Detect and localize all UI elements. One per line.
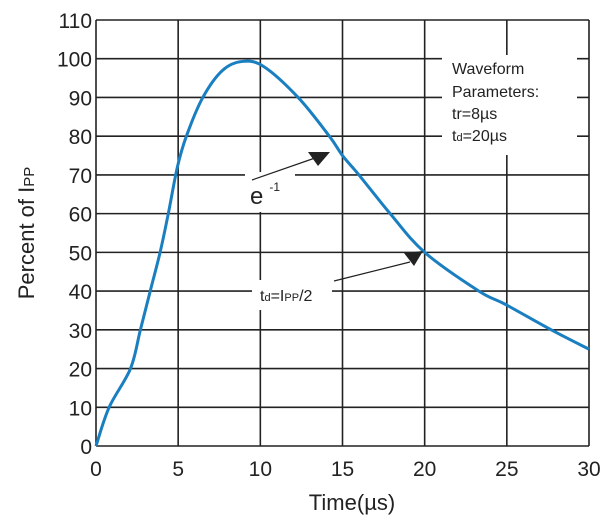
x-tick-label: 0: [90, 458, 102, 481]
y-tick-label: 0: [80, 436, 92, 459]
y-tick-label: 40: [69, 281, 92, 304]
y-tick-label: 60: [69, 204, 92, 227]
td-arrow-head: [404, 251, 423, 266]
params-line3: tr=8µs: [452, 106, 497, 123]
series-line: [94, 59, 590, 447]
params-line1: Waveform: [452, 61, 524, 78]
y-tick-label: 20: [69, 359, 92, 382]
y-tick-label: 30: [69, 320, 92, 343]
params-line4: td=20µs: [452, 128, 507, 145]
td-arrow-line: [333, 261, 411, 282]
x-axis-label: Time(µs): [309, 490, 395, 515]
params-line2: Parameters:: [452, 84, 539, 101]
y-tick-label: 90: [69, 87, 92, 110]
x-tick-label: 30: [577, 458, 600, 481]
y-tick-label: 80: [69, 126, 92, 149]
y-axis-label: Percent of IPP: [14, 167, 39, 300]
x-tick-label: 5: [172, 458, 184, 481]
td-label-bg: [252, 280, 332, 310]
y-tick-label: 10: [69, 397, 92, 420]
x-tick-label: 25: [495, 458, 518, 481]
e-label: e -1: [250, 180, 280, 210]
y-tick-label: 70: [69, 165, 92, 188]
x-tick-label: 15: [331, 458, 354, 481]
e-arrow-line: [251, 157, 316, 181]
x-tick-label: 20: [413, 458, 436, 481]
e-label-bg: [245, 172, 295, 212]
x-tick-label: 10: [249, 458, 272, 481]
td-label: td=IPP/2: [260, 288, 313, 305]
e-arrow-head: [308, 152, 330, 166]
y-tick-label: 110: [59, 10, 92, 33]
tick-labels: 0 5 10 15 20 25 30 0 10 20 30 40 50 60 70 80 90 100 110: [57, 10, 600, 481]
y-tick-label: 100: [57, 49, 92, 72]
y-tick-label: 50: [69, 242, 92, 265]
params-box: [442, 55, 577, 155]
